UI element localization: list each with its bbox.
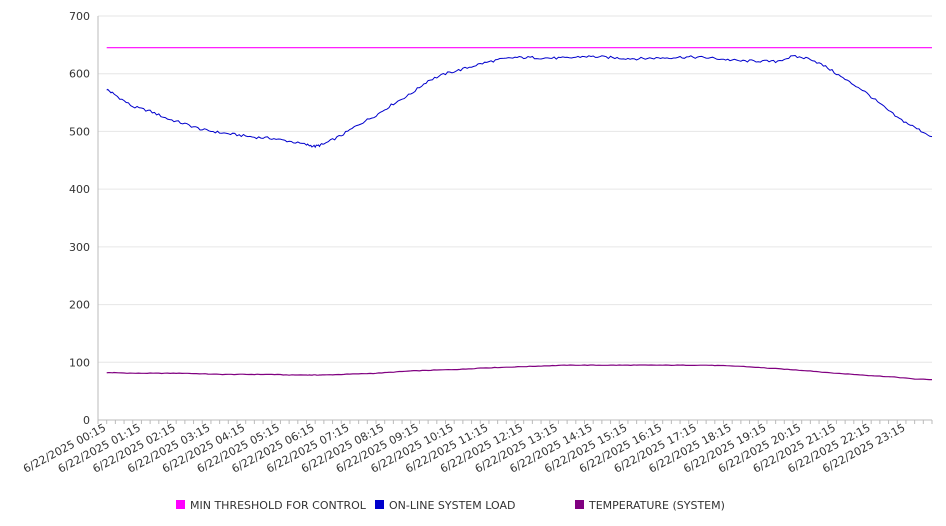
y-tick-label-200: 200 bbox=[69, 299, 90, 312]
y-tick-label-400: 400 bbox=[69, 183, 90, 196]
y-tick-label-300: 300 bbox=[69, 241, 90, 254]
legend-swatch bbox=[176, 500, 185, 509]
y-tick-label-600: 600 bbox=[69, 68, 90, 81]
series-lines bbox=[106, 47, 933, 381]
legend[interactable]: MIN THRESHOLD FOR CONTROL ON-LINE SYSTEM … bbox=[176, 499, 725, 512]
legend-swatch bbox=[375, 500, 384, 509]
legend-item-temperature[interactable]: TEMPERATURE (SYSTEM) bbox=[575, 499, 725, 512]
legend-item-min-threshold[interactable]: MIN THRESHOLD FOR CONTROL bbox=[176, 499, 367, 512]
legend-label: MIN THRESHOLD FOR CONTROL bbox=[190, 499, 367, 512]
y-tick-label-700: 700 bbox=[69, 10, 90, 23]
series-line-temperature bbox=[106, 364, 932, 381]
y-tick-label-500: 500 bbox=[69, 125, 90, 138]
axes bbox=[97, 16, 933, 424]
x-axis-ticks: 6/22/2025 00:156/22/2025 01:156/22/2025 … bbox=[21, 421, 907, 475]
legend-swatch bbox=[575, 500, 584, 509]
legend-label: ON-LINE SYSTEM LOAD bbox=[389, 499, 515, 512]
grid-lines bbox=[98, 15, 932, 363]
y-tick-label-0: 0 bbox=[83, 414, 90, 427]
y-axis-ticks: 0 100 200 300 400 500 600 700 bbox=[69, 10, 90, 427]
series-line-online-load bbox=[106, 54, 933, 149]
legend-label: TEMPERATURE (SYSTEM) bbox=[588, 499, 725, 512]
y-tick-label-100: 100 bbox=[69, 356, 90, 369]
legend-item-online-load[interactable]: ON-LINE SYSTEM LOAD bbox=[375, 499, 515, 512]
